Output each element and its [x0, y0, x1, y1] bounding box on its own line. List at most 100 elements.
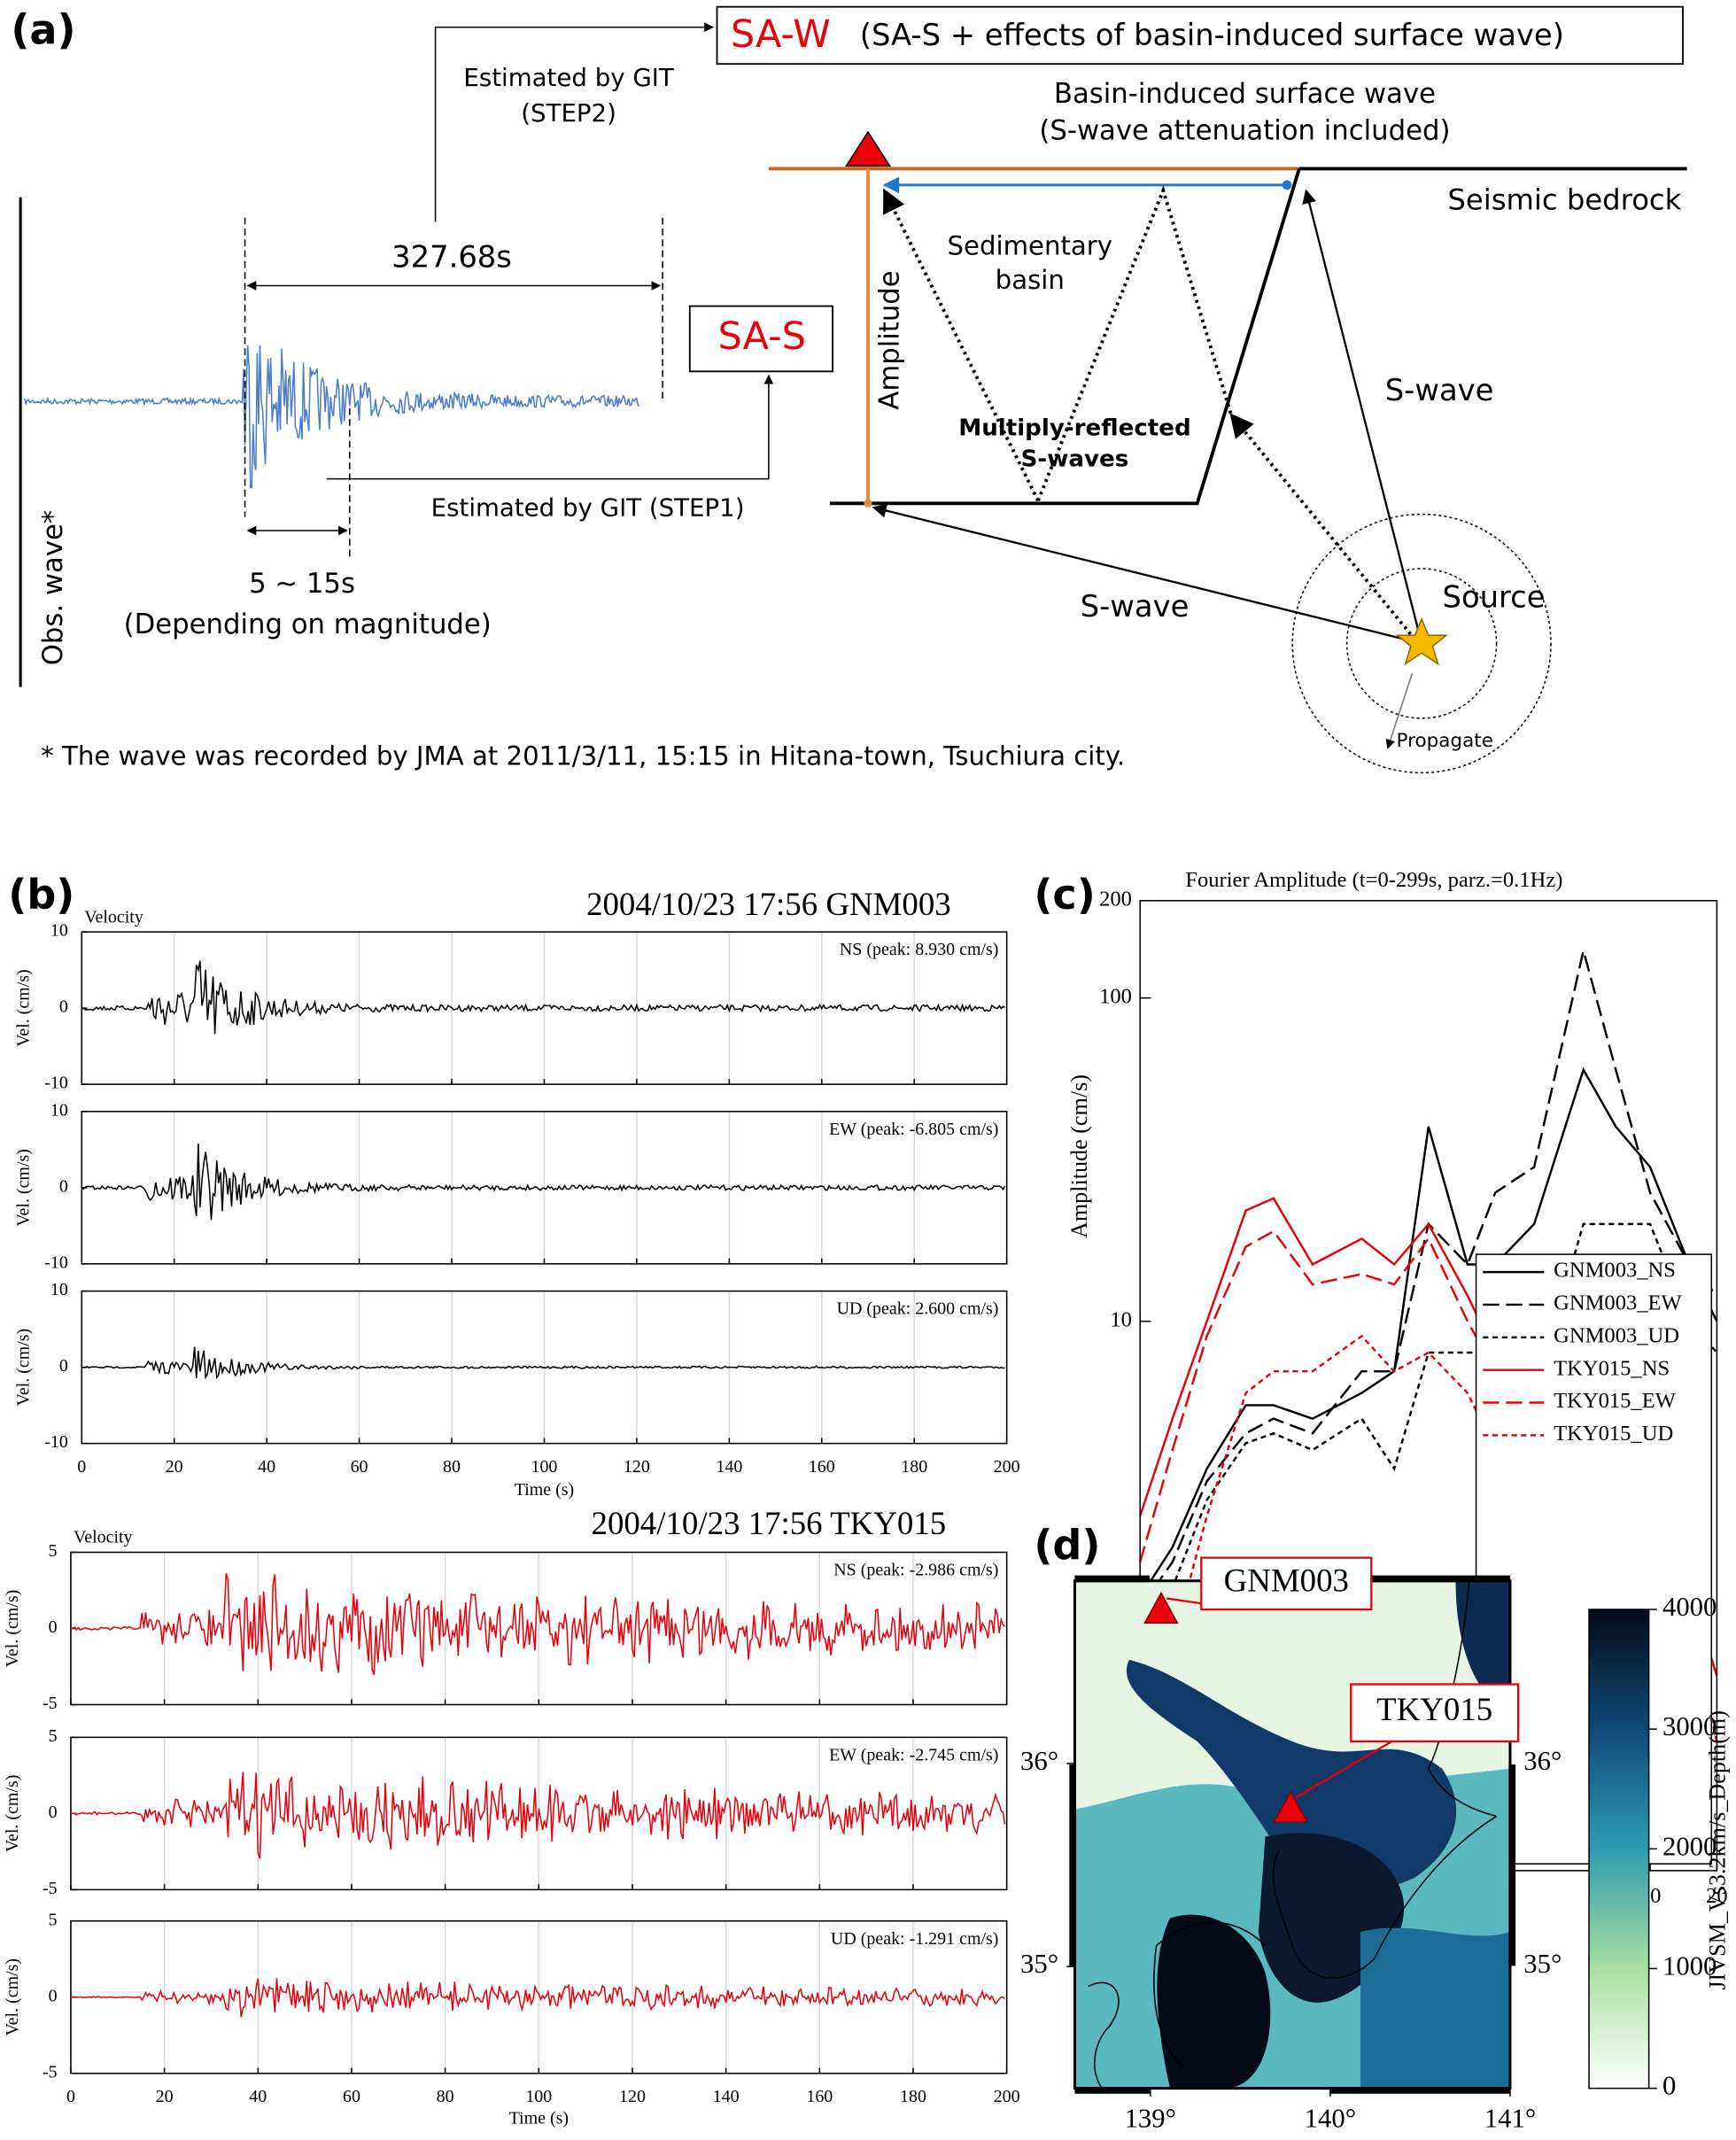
y-axis-label: Vel. (cm/s): [13, 1149, 33, 1227]
legend-label: TKY015_UD: [1554, 1422, 1673, 1446]
basin-boundary: [829, 167, 1301, 506]
step2: (STEP2): [521, 98, 616, 128]
x-tick-label: 100: [531, 1457, 557, 1477]
legend-label: TKY015_NS: [1554, 1356, 1670, 1380]
frame-bar: [1330, 2087, 1510, 2094]
trace-label: UD (peak: -1.291 cm/s): [831, 1929, 999, 1949]
legend-label: TKY015_EW: [1554, 1389, 1677, 1413]
y-tick-label: 0: [59, 1176, 68, 1196]
panel-b: (b) 2004/10/23 17:56 GNM003 Velocity -10 0 1…: [3, 871, 1020, 2128]
x-tick-label: 0: [66, 2087, 75, 2106]
y-tick-label: 0: [49, 1617, 58, 1637]
panel-label: (d): [1034, 1521, 1100, 1569]
s-wave-ray: [1302, 189, 1423, 644]
x-tick-label: 0: [77, 1457, 86, 1477]
arrow: [326, 374, 774, 480]
trace-label: EW (peak: -2.745 cm/s): [829, 1745, 998, 1764]
station-label: GNM003: [1224, 1562, 1349, 1598]
colorbar-tick-label: 2000: [1662, 1831, 1717, 1861]
colorbar-tick-label: 3000: [1662, 1711, 1717, 1741]
y-tick-label: 36°: [1523, 1746, 1562, 1776]
plot-title: 2004/10/23 17:56 GNM003: [586, 886, 951, 922]
basin: basin: [996, 265, 1065, 295]
sa-s-box: [688, 305, 833, 373]
x-tick-label: 20: [1706, 1884, 1728, 1908]
y-tick-label: 0: [59, 1356, 68, 1376]
station-marker: [1273, 1790, 1308, 1823]
panel-c: (c) Fourier Amplitude (t=0-299s, parz.=0…: [1034, 868, 1727, 1938]
x-tick-label: 140: [716, 1457, 742, 1477]
y-tick-label: -10: [44, 1252, 68, 1272]
quantity: Velocity: [74, 1528, 133, 1547]
y-axis-label: Vel. (cm/s): [3, 1775, 22, 1853]
propagate: Propagate: [1397, 730, 1493, 752]
reflected-ray: [1036, 185, 1233, 501]
wavefront: [1345, 568, 1498, 719]
station-marker: [1143, 1591, 1179, 1624]
station-box: [1350, 1683, 1520, 1743]
sa-w-box: [716, 5, 1684, 66]
colorbar-tick-label: 4000: [1662, 1592, 1717, 1622]
legend-label: GNM003_UD: [1554, 1323, 1679, 1347]
y-axis-label: Amplitude (cm/s): [1066, 1074, 1092, 1238]
y-tick-label: 100: [1099, 984, 1132, 1008]
source: Source: [1443, 579, 1546, 614]
panel-label: (b): [8, 871, 74, 919]
x-tick-label: 160: [806, 2087, 833, 2106]
chart-title: Fourier Amplitude (t=0-299s, parz.=0.1Hz…: [1185, 868, 1562, 892]
x-axis-label: Time (s): [515, 1480, 574, 1500]
station-label: TKY015: [1376, 1691, 1492, 1727]
legend-label: GNM003_EW: [1554, 1291, 1682, 1315]
y-tick-label: 10: [50, 1280, 68, 1299]
station: [845, 130, 891, 167]
mid-basin: [1360, 1927, 1510, 2089]
x-tick-label: 141°: [1484, 2104, 1536, 2134]
frame-bar: [1069, 1764, 1076, 1966]
frame-bar: [1074, 2087, 1150, 2094]
y-tick-label: 5: [49, 1726, 58, 1746]
wavefront: [1291, 513, 1552, 774]
onset: 5 ~ 15s: [249, 568, 355, 600]
sa-w: SA-W: [731, 12, 831, 57]
x-tick-label: 20: [166, 1457, 183, 1477]
waveform: [81, 960, 1005, 1035]
panel-a: (a) SA-W (SA-S + effects of basin-induce…: [11, 5, 1687, 774]
duration: 327.68s: [391, 239, 512, 274]
y-tick-label: -5: [43, 2062, 58, 2082]
x-tick-label: 180: [901, 1457, 927, 1477]
y-tick-label: 0: [49, 1803, 58, 1822]
panel-label: (a): [11, 5, 75, 53]
legend-label: GNM003_NS: [1554, 1259, 1676, 1283]
trace-label: UD (peak: 2.600 cm/s): [837, 1299, 999, 1319]
y-axis-label: Vel. (cm/s): [3, 1958, 22, 2036]
x-tick-label: 140: [713, 2087, 740, 2106]
arrow: [434, 22, 714, 222]
y-tick-label: -10: [44, 1074, 68, 1093]
waveform: [81, 1144, 1006, 1221]
deep-basin: [1157, 1914, 1271, 2089]
propagate-arrow: [1385, 673, 1414, 749]
spectrum-line: [1139, 1066, 1718, 1598]
plot-frame: [81, 1111, 1008, 1265]
x-tick-label: 139°: [1125, 2104, 1176, 2134]
y-tick-label: 0: [59, 997, 68, 1017]
coastline: [1088, 1580, 1498, 2089]
surface-wave: Basin-induced surface wave: [1054, 78, 1436, 110]
reflected: Multiply-reflected: [958, 415, 1190, 441]
reflected-ray: [1229, 413, 1416, 641]
amplitude-label: Amplitude: [874, 270, 906, 409]
depth-map: [1074, 1580, 1510, 2089]
plot-frame: [81, 931, 1008, 1085]
panel-d: (d) 139° 140° 141° 35° 35° 36° 36° GNM003 TKY015…: [1020, 1521, 1730, 2133]
y-tick-label: 35°: [1020, 1949, 1058, 1979]
deep-basin: [1126, 1659, 1457, 1889]
step2: Estimated by GIT: [463, 63, 674, 92]
y-tick-label: -10: [44, 1432, 68, 1452]
x-tick-label: 180: [900, 2087, 926, 2106]
trace-label: NS (peak: -2.986 cm/s): [833, 1561, 998, 1580]
x-tick-label: 40: [258, 1457, 275, 1477]
x-tick-label: 200: [994, 1457, 1020, 1477]
leader-line: [1295, 1740, 1392, 1799]
colorbar-label: JIVSM_Vs3.2km/s_Depth(m): [1704, 1710, 1730, 1990]
